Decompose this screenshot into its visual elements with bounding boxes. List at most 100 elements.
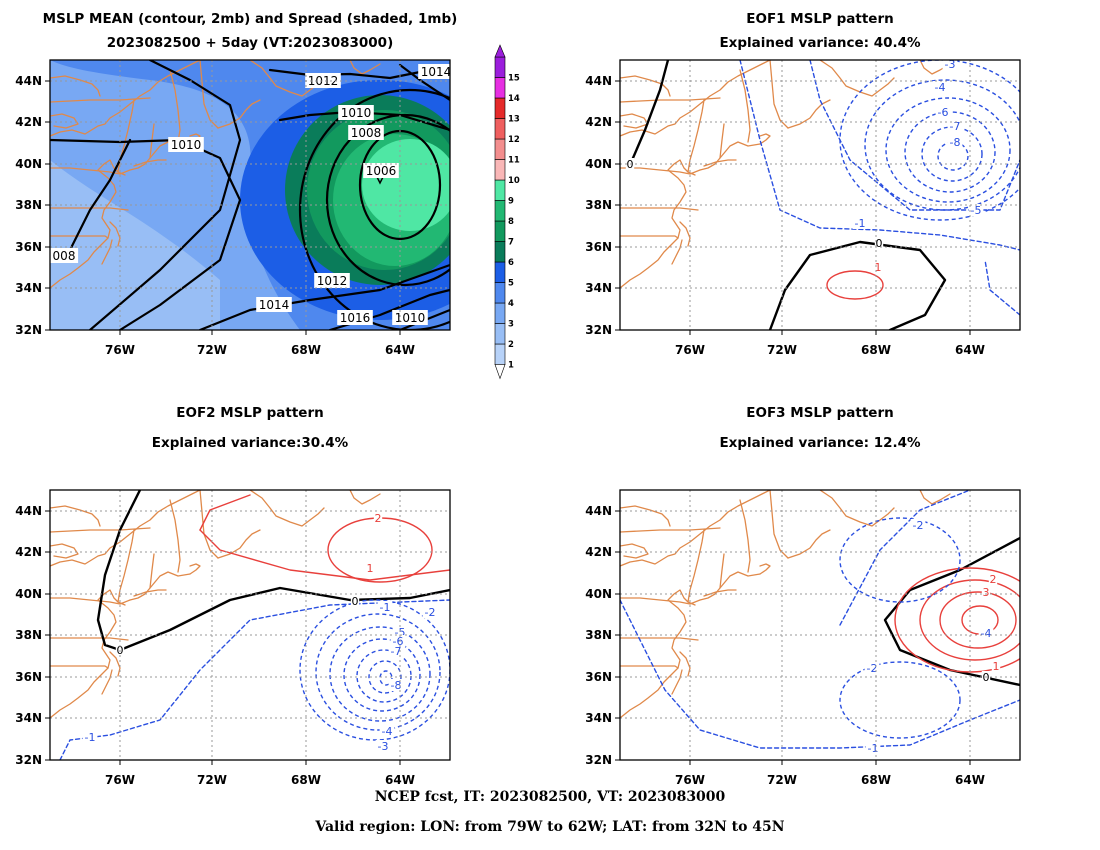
y-tick-label: 40N [15,587,42,601]
coastline-4 [620,597,701,605]
isobar-label-1010-box [338,105,374,120]
eof3-label--2: -2 [867,662,878,675]
eof3-panel: -223-410-2-176W72W68W64W32N34N36N38N40N4… [585,489,1021,787]
isobar-label-008-box [50,248,79,263]
colorbar-segment [494,241,506,263]
eof3-label-3-box [981,586,991,598]
y-tick-label: 32N [585,753,612,767]
coastline-0 [620,490,771,567]
eof2-label-1: 1 [367,562,374,575]
isobar-label-1012-box [305,73,341,88]
coastline-13 [787,99,831,129]
isobar-label-1006-box [363,163,399,178]
coastline-2 [699,571,761,601]
coastline-16 [671,669,683,695]
eof2-panel: 2100-1-2-5-6-7-8-4-3-176W72W68W64W32N34N… [15,489,451,787]
isobar-label-1010: 1010 [171,138,202,152]
isobar-label-1010-box [392,310,428,325]
gridlines [620,60,1020,330]
coastline-7 [620,527,721,533]
coastline-14 [819,60,895,97]
coastline-12 [50,505,101,527]
colorbar-segment [494,220,506,242]
colorbar-level-label: 11 [508,156,520,166]
eof2-label-0-box [350,595,360,607]
colorbar-top-arrow [494,44,506,58]
eof1-neg4 [864,79,1020,211]
coastline-14 [819,490,895,527]
eof3-label--1: -1 [868,742,879,755]
coastline-4 [620,167,701,175]
isobar-1014-ne [398,63,450,102]
eof2-pos1 [199,529,450,581]
plot-frame [619,489,1021,761]
colorbar-level-label: 3 [508,320,514,330]
eof2-neg6 [356,649,412,703]
footer-forecast-info: NCEP fcst, IT: 2023082500, VT: 202308300… [374,789,726,805]
eof1-label-0: 0 [876,237,883,250]
colorbar-level-label: 13 [508,115,520,125]
eof2-neg2 [299,599,450,741]
isobar-label-1012: 1012 [317,274,348,288]
colorbar-level-label: 2 [508,340,514,350]
coastline-3 [759,133,771,145]
coastline-11 [769,60,789,129]
coastline-12 [620,505,671,527]
eof1-plot-area: -3-4-6-7-8-5-1010 [620,60,1020,330]
eof2-label--1-box [377,601,393,613]
y-tick-label: 44N [15,74,42,88]
coastline-18 [703,159,737,167]
coastline-17 [679,651,691,677]
eof1-label--5-box [968,204,984,216]
eof3-label--2: -2 [913,519,924,532]
y-tick-label: 44N [15,504,42,518]
eof2-pos2 [327,517,433,583]
eof2-neg3 [315,613,441,731]
eof2-label--2: -2 [425,606,436,619]
eof1-label--7-box [947,120,963,132]
x-tick-label: 72W [767,773,797,787]
eof1-label--6-box [935,106,951,118]
colorbar-segment [494,138,506,160]
colorbar-bottom-arrow [494,364,506,380]
colorbar-segment [494,97,506,119]
eof2-label--5: -5 [395,626,406,639]
eof1-neg1 [739,60,1020,251]
coastline-2 [699,141,761,171]
eof1-label--4-box [932,81,948,93]
eof3-label-3: 3 [983,586,990,599]
coastline-15 [620,543,649,559]
colorbar-segment [494,159,506,181]
colorbar-segment [494,179,506,201]
colorbar-level-label: 6 [508,258,514,268]
isobar-1012-south [198,263,450,330]
y-tick-label: 36N [15,240,42,254]
eof1-neg1b [984,259,1020,316]
x-tick-label: 64W [385,773,415,787]
x-tick-label: 68W [861,773,891,787]
coastline-5 [50,207,129,211]
mean-subtitle: 2023082500 + 5day (VT:2023083000) [106,35,394,51]
footer-valid-region: Valid region: LON: from 79W to 62W; LAT:… [315,819,785,835]
eof3-neg2 [839,661,961,739]
coastline-10 [169,69,181,143]
eof2-label--3-box [375,740,391,752]
y-tick-label: 34N [15,711,42,725]
x-tick-label: 64W [955,773,985,787]
eof1-label-1-box [873,261,883,273]
y-tick-label: 34N [585,281,612,295]
colorbar-level-label: 1 [508,361,514,371]
eof2-label--1: -1 [85,731,96,744]
coastline-13 [217,529,261,559]
coastline-7 [50,97,151,103]
eof2-neg1 [59,599,450,760]
isobar-label-1014-box [256,297,292,312]
eof2-label--1: -1 [380,601,391,614]
y-tick-label: 36N [585,670,612,684]
eof1-subtitle: Explained variance: 40.4% [719,35,921,51]
eof3-label--4: -4 [981,627,992,640]
coastline-5 [620,207,699,211]
isobar-label-1008: 1008 [351,126,382,140]
colorbar-segment [494,118,506,140]
eof1-label--1-box [852,217,868,229]
